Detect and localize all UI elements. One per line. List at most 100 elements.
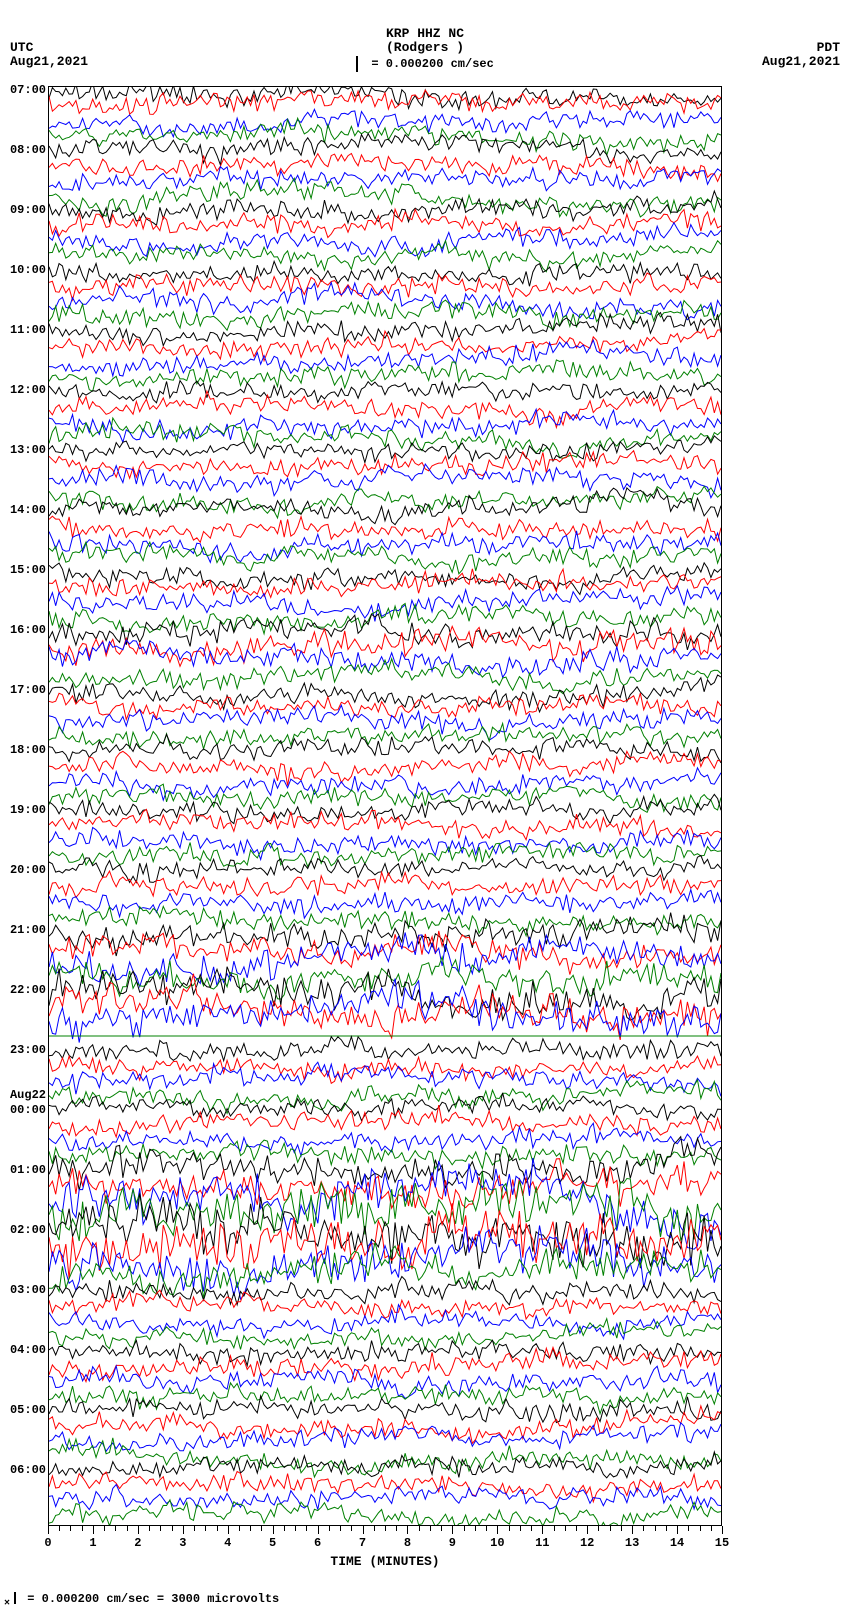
x-minor-tick bbox=[172, 1526, 173, 1531]
x-minor-tick bbox=[239, 1526, 240, 1531]
x-minor-tick bbox=[464, 1526, 465, 1531]
x-tick-label: 0 bbox=[44, 1536, 51, 1550]
x-minor-tick bbox=[576, 1526, 577, 1531]
left-hour-label: 04:00 bbox=[2, 1344, 46, 1356]
left-hour-label: 10:00 bbox=[2, 264, 46, 276]
seismogram-trace bbox=[49, 758, 721, 774]
x-minor-tick bbox=[104, 1526, 105, 1531]
left-hour-label: 02:00 bbox=[2, 1224, 46, 1236]
x-tick-label: 13 bbox=[625, 1536, 639, 1550]
seismogram-trace bbox=[49, 158, 721, 174]
seismogram-trace bbox=[49, 1343, 721, 1359]
x-minor-tick bbox=[127, 1526, 128, 1531]
seismogram-trace bbox=[49, 233, 721, 249]
x-tick bbox=[273, 1526, 274, 1534]
left-hour-label: 11:00 bbox=[2, 324, 46, 336]
seismogram-trace bbox=[49, 518, 721, 534]
left-hour-label: 09:00 bbox=[2, 204, 46, 216]
seismogram-trace bbox=[49, 833, 721, 849]
x-minor-tick bbox=[261, 1526, 262, 1531]
x-axis-title: TIME (MINUTES) bbox=[48, 1554, 722, 1569]
seismogram-trace bbox=[49, 563, 721, 579]
seismogram-trace bbox=[49, 803, 721, 819]
x-minor-tick bbox=[430, 1526, 431, 1531]
x-minor-tick bbox=[59, 1526, 60, 1531]
x-minor-tick bbox=[284, 1526, 285, 1531]
left-hour-label: 01:00 bbox=[2, 1164, 46, 1176]
x-tick-label: 7 bbox=[359, 1536, 366, 1550]
x-minor-tick bbox=[565, 1526, 566, 1531]
seismogram-trace bbox=[49, 503, 721, 519]
x-tick-label: 4 bbox=[224, 1536, 231, 1550]
left-hour-label: 12:00 bbox=[2, 384, 46, 396]
seismogram-trace bbox=[49, 1133, 721, 1149]
x-minor-tick bbox=[217, 1526, 218, 1531]
station-subtitle: (Rodgers ) bbox=[0, 40, 850, 55]
x-tick bbox=[138, 1526, 139, 1534]
left-hour-label: 23:00 bbox=[2, 1044, 46, 1056]
x-tick-label: 14 bbox=[670, 1536, 684, 1550]
left-tz-label: UTC bbox=[10, 40, 33, 55]
x-minor-tick bbox=[419, 1526, 420, 1531]
x-minor-tick bbox=[554, 1526, 555, 1531]
seismogram-trace bbox=[49, 1418, 721, 1434]
x-minor-tick bbox=[194, 1526, 195, 1531]
left-hour-label: 17:00 bbox=[2, 684, 46, 696]
x-minor-tick bbox=[666, 1526, 667, 1531]
seismogram-trace bbox=[49, 1358, 721, 1374]
seismogram-trace bbox=[49, 278, 721, 294]
seismogram-trace bbox=[49, 1493, 721, 1509]
left-hour-label: 21:00 bbox=[2, 924, 46, 936]
seismogram-trace bbox=[49, 143, 721, 159]
scale-bar-icon bbox=[356, 56, 358, 72]
x-tick-label: 3 bbox=[179, 1536, 186, 1550]
x-minor-tick bbox=[295, 1526, 296, 1531]
seismogram-trace bbox=[49, 1298, 721, 1314]
x-tick bbox=[93, 1526, 94, 1534]
x-tick bbox=[497, 1526, 498, 1534]
seismogram-trace bbox=[49, 893, 721, 909]
helicorder-page: KRP HHZ NC (Rodgers ) UTC Aug21,2021 PDT… bbox=[0, 0, 850, 1613]
x-tick-label: 2 bbox=[134, 1536, 141, 1550]
x-minor-tick bbox=[250, 1526, 251, 1531]
x-minor-tick bbox=[385, 1526, 386, 1531]
seismogram-trace bbox=[49, 308, 721, 324]
x-minor-tick bbox=[374, 1526, 375, 1531]
seismogram-trace bbox=[49, 698, 721, 714]
x-minor-tick bbox=[115, 1526, 116, 1531]
left-hour-label: 18:00 bbox=[2, 744, 46, 756]
seismogram-trace bbox=[49, 383, 721, 399]
x-tick bbox=[318, 1526, 319, 1534]
seismogram-plot bbox=[48, 86, 722, 1526]
x-tick bbox=[677, 1526, 678, 1534]
x-minor-tick bbox=[700, 1526, 701, 1531]
x-tick bbox=[452, 1526, 453, 1534]
x-tick-label: 11 bbox=[535, 1536, 549, 1550]
seismogram-trace bbox=[49, 263, 721, 279]
x-tick-label: 5 bbox=[269, 1536, 276, 1550]
left-hour-label: 14:00 bbox=[2, 504, 46, 516]
seismogram-trace bbox=[49, 473, 721, 489]
scale-indicator: = 0.000200 cm/sec bbox=[0, 56, 850, 72]
x-minor-tick bbox=[486, 1526, 487, 1531]
seismogram-trace bbox=[49, 1283, 721, 1299]
seismogram-trace bbox=[49, 788, 721, 804]
seismogram-trace bbox=[49, 878, 721, 894]
x-minor-tick bbox=[655, 1526, 656, 1531]
x-minor-tick bbox=[351, 1526, 352, 1531]
seismogram-trace bbox=[49, 188, 721, 204]
x-tick-label: 6 bbox=[314, 1536, 321, 1550]
seismogram-trace bbox=[49, 1478, 721, 1494]
x-minor-tick bbox=[340, 1526, 341, 1531]
seismogram-trace bbox=[49, 773, 721, 789]
seismogram-trace bbox=[49, 203, 721, 219]
x-minor-tick bbox=[520, 1526, 521, 1531]
x-tick bbox=[183, 1526, 184, 1534]
seismogram-trace bbox=[49, 743, 721, 759]
seismogram-trace bbox=[49, 848, 721, 864]
seismogram-trace bbox=[49, 593, 721, 609]
x-minor-tick bbox=[160, 1526, 161, 1531]
x-minor-tick bbox=[621, 1526, 622, 1531]
x-tick bbox=[722, 1526, 723, 1534]
x-minor-tick bbox=[306, 1526, 307, 1531]
